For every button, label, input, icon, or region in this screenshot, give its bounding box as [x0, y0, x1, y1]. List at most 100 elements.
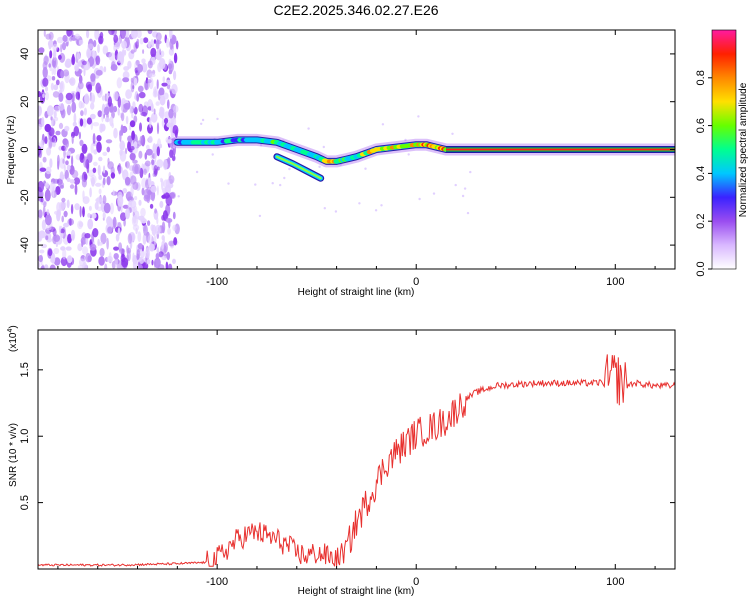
noise-blob — [134, 196, 138, 201]
noise-blob — [38, 145, 42, 157]
faint-dot — [418, 197, 421, 201]
noise-blob — [122, 71, 130, 80]
noise-blob — [60, 256, 68, 267]
noise-blob — [88, 205, 92, 211]
noise-blob — [64, 169, 69, 180]
x-tick-label: -100 — [206, 576, 228, 588]
noise-blob — [167, 157, 171, 165]
x-tick-label: 100 — [606, 576, 624, 588]
noise-blob — [42, 66, 48, 79]
noise-blob — [149, 73, 156, 78]
noise-blob — [40, 196, 44, 203]
colorbar-tick-label: 0.6 — [695, 118, 707, 133]
figure-title: C2E2.2025.346.02.27.E26 — [273, 2, 438, 18]
noise-blob — [42, 93, 45, 99]
noise-blob — [70, 204, 74, 215]
noise-blob — [74, 183, 78, 196]
noise-blob — [107, 226, 113, 234]
colorbar-tick-label: 0.8 — [695, 70, 707, 85]
noise-blob — [129, 146, 135, 151]
noise-blob — [51, 68, 54, 76]
noise-blob — [60, 228, 65, 234]
noise-blob — [53, 247, 60, 255]
noise-blob — [159, 58, 166, 70]
noise-blob — [132, 214, 137, 224]
faint-dot — [200, 122, 203, 126]
noise-blob — [97, 241, 104, 246]
noise-blob — [52, 186, 55, 198]
faint-dot — [258, 214, 262, 218]
noise-blob — [148, 177, 151, 186]
noise-blob — [38, 124, 42, 131]
faint-dot — [469, 170, 472, 174]
noise-blob — [123, 127, 127, 133]
noise-blob — [168, 263, 173, 269]
noise-blob — [48, 59, 53, 72]
noise-blob — [161, 235, 165, 241]
noise-blob — [60, 246, 66, 251]
noise-blob — [79, 118, 84, 127]
noise-blob — [84, 93, 90, 105]
noise-blob — [136, 93, 140, 102]
noise-blob — [117, 96, 122, 108]
noise-blob — [165, 179, 170, 189]
noise-blob — [113, 127, 118, 139]
noise-blob — [133, 141, 138, 149]
noise-blob — [71, 135, 74, 145]
noise-blob — [147, 220, 151, 226]
noise-blob — [142, 49, 145, 54]
noise-blob — [140, 207, 146, 218]
noise-blob — [50, 252, 56, 264]
noise-blob — [171, 36, 176, 45]
faint-dot — [323, 207, 326, 210]
noise-blob — [85, 159, 90, 170]
noise-blob — [161, 82, 168, 87]
noise-blob — [137, 243, 143, 250]
noise-blob — [92, 133, 96, 145]
noise-blob — [148, 243, 155, 252]
noise-blob — [150, 103, 154, 113]
noise-blob — [74, 33, 80, 39]
noise-blob — [153, 234, 157, 246]
noise-blob — [147, 30, 153, 35]
noise-blob — [77, 81, 84, 90]
noise-blob — [117, 163, 122, 175]
noise-blob — [58, 92, 64, 103]
noise-blob — [155, 32, 162, 41]
snr-plot — [38, 354, 675, 567]
noise-blob — [63, 210, 68, 218]
noise-blob — [90, 92, 96, 104]
noise-blob — [168, 175, 175, 184]
noise-blob — [82, 206, 85, 218]
noise-blob — [153, 108, 156, 115]
noise-blob — [58, 225, 62, 233]
noise-blob — [49, 264, 56, 269]
noise-blob — [74, 65, 79, 72]
noise-blob — [51, 56, 58, 69]
spectrogram-ticks: -100 0 100 -40 -20 0 20 40 — [19, 30, 675, 288]
noise-blob — [127, 140, 131, 152]
noise-blob — [76, 39, 79, 45]
noise-blob — [155, 253, 160, 260]
noise-blob — [61, 197, 66, 203]
noise-blob — [103, 202, 111, 214]
noise-blob — [82, 60, 87, 66]
faint-dot — [364, 167, 367, 170]
noise-blob — [69, 184, 75, 189]
snr-frame — [37, 329, 676, 570]
noise-blob — [95, 182, 102, 187]
noise-blob — [66, 104, 72, 116]
faint-dot — [288, 167, 291, 171]
noise-blob — [137, 63, 143, 73]
noise-blob — [156, 146, 160, 157]
noise-blob — [78, 39, 84, 45]
noise-blob — [120, 112, 125, 122]
noise-blob — [167, 63, 173, 70]
noise-blob — [116, 51, 124, 64]
noise-blob — [98, 256, 105, 266]
noise-blob — [91, 212, 97, 219]
noise-blob — [173, 52, 178, 64]
noise-blob — [131, 130, 136, 141]
noise-blob — [66, 150, 72, 156]
noise-blob — [148, 136, 153, 143]
